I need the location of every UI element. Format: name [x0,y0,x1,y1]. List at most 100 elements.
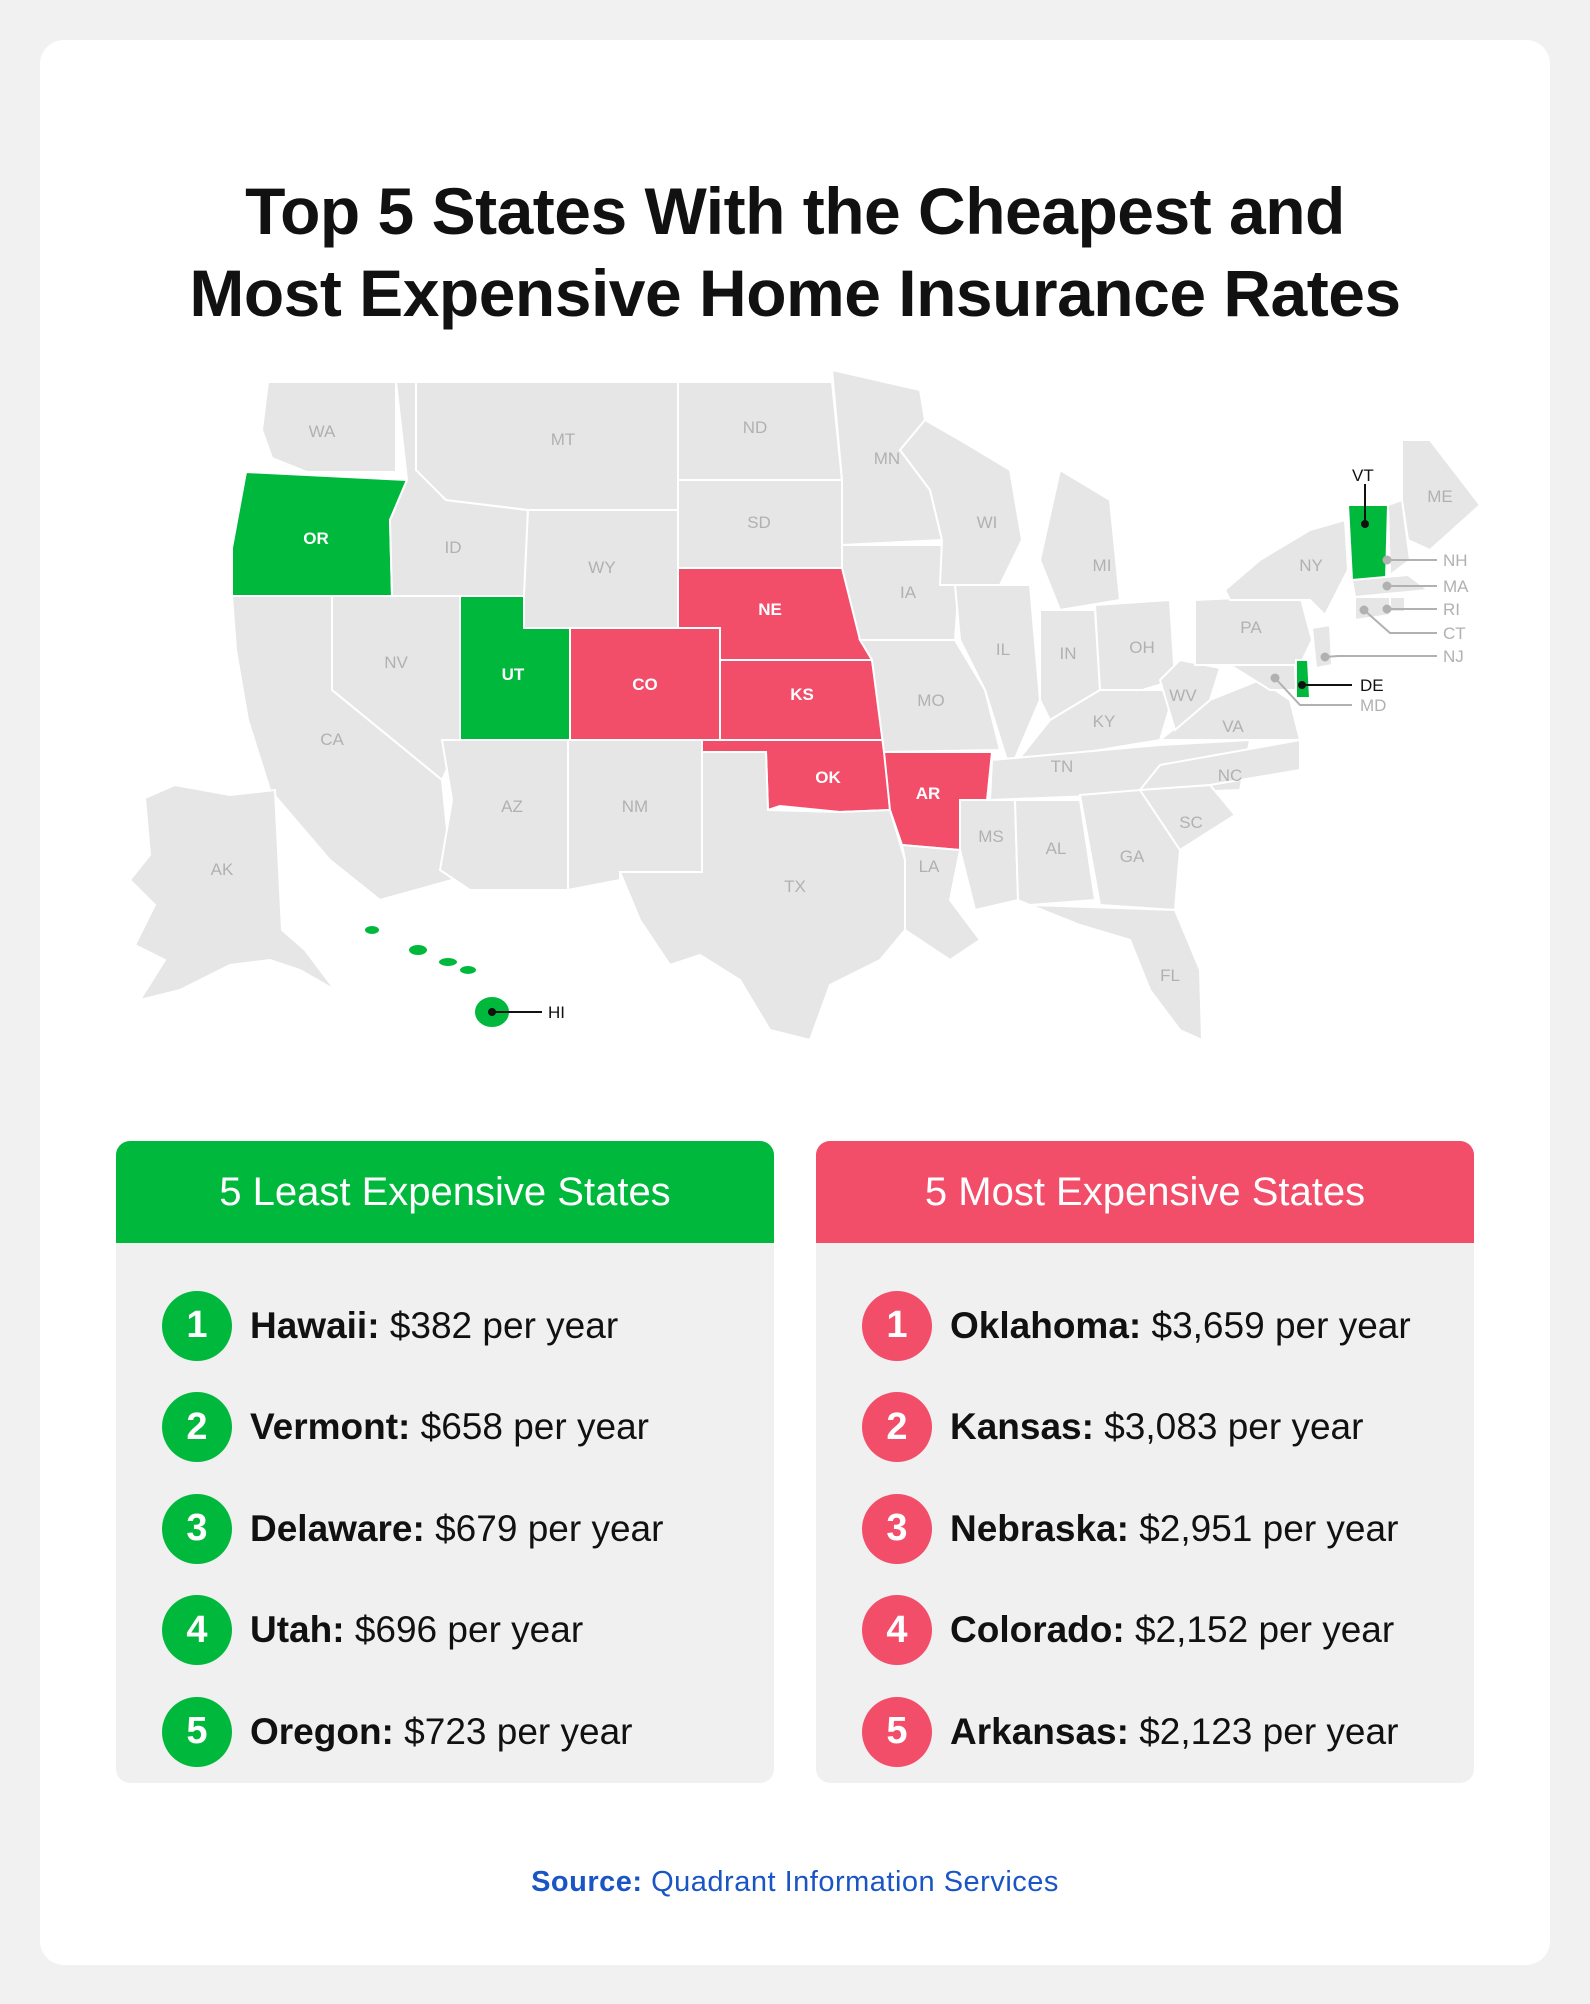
state-MD [1226,664,1298,691]
least-expensive-list: 1 Hawaii: $382 per year 2 Vermont: $658 … [116,1243,774,1783]
source-text: Quadrant Information Services [651,1866,1059,1898]
state-name: Nebraska: [950,1507,1129,1549]
label-DE: DE [1360,676,1384,695]
label-KY: KY [1093,712,1116,731]
state-name: Oklahoma: [950,1304,1142,1346]
list-item: 5 Oregon: $723 per year [116,1681,774,1783]
list-item: 3 Delaware: $679 per year [116,1478,774,1580]
label-NJ: NJ [1443,647,1464,666]
label-AR: AR [916,784,941,803]
label-KS: KS [790,685,814,704]
label-NC: NC [1218,766,1243,785]
state-name: Kansas: [950,1406,1094,1448]
rate-unit: per year [1258,1609,1395,1651]
label-PA: PA [1240,618,1262,637]
rank-badge: 3 [162,1493,232,1564]
list-item: 1 Hawaii: $382 per year [116,1275,774,1377]
rate-amount: $2,123 [1139,1710,1253,1752]
label-HI: HI [548,1003,565,1022]
rate-amount: $679 [435,1507,518,1549]
list-item: 1 Oklahoma: $3,659 per year [816,1275,1474,1377]
label-NE: NE [758,600,782,619]
title-line-2: Most Expensive Home Insurance Rates [189,256,1401,330]
label-CO: CO [632,675,658,694]
rate-amount: $696 [354,1609,438,1651]
state-NY [1223,518,1350,617]
rate-unit: per year [482,1304,619,1346]
rate-unit: per year [447,1609,584,1651]
label-AZ: AZ [501,797,523,816]
state-name: Vermont: [250,1406,411,1448]
label-WA: WA [309,422,336,441]
label-OR: OR [303,529,329,548]
state-name: Delaware: [250,1507,425,1549]
rank-badge: 4 [862,1595,932,1666]
title-line-1: Top 5 States With the Cheapest and [245,174,1345,248]
state-name: Colorado: [950,1609,1125,1651]
label-MD: MD [1360,696,1386,715]
rate-unit: per year [1262,1507,1399,1549]
label-RI: RI [1443,600,1460,619]
rate-amount: $3,659 [1151,1304,1265,1346]
label-AL: AL [1046,839,1067,858]
label-VA: VA [1222,717,1244,736]
state-MO [858,639,1002,754]
label-IN: IN [1060,644,1077,663]
label-VT: VT [1352,466,1374,485]
rate-amount: $723 [404,1710,487,1752]
label-ND: ND [743,418,768,437]
label-WY: WY [588,558,615,577]
state-DE [1295,659,1312,699]
rate-unit: per year [1227,1406,1364,1448]
rate-amount: $3,083 [1104,1406,1218,1448]
page-title: Top 5 States With the Cheapest and Most … [40,170,1550,334]
state-FL [1029,904,1204,1042]
state-LA [900,843,982,962]
rate-amount: $2,152 [1134,1609,1249,1651]
label-IL: IL [996,640,1010,659]
label-ID: ID [445,538,462,557]
state-NJ [1310,623,1334,670]
label-OH: OH [1129,638,1155,657]
list-item: 2 Kansas: $3,083 per year [816,1377,1474,1479]
list-item: 2 Vermont: $658 per year [116,1377,774,1479]
label-ME: ME [1427,487,1453,506]
rank-badge: 3 [862,1493,932,1564]
state-MS [959,799,1020,912]
rank-badge: 2 [162,1392,232,1463]
state-AK [128,783,336,1002]
rate-amount: $658 [420,1406,503,1448]
state-MT [415,381,679,511]
label-UT: UT [502,665,525,684]
list-item: 4 Utah: $696 per year [116,1580,774,1682]
most-expensive-panel: 5 Most Expensive States 1 Oklahoma: $3,6… [816,1141,1474,1783]
label-OK: OK [815,768,841,787]
label-TN: TN [1051,757,1074,776]
source-line: Source: Quadrant Information Services [0,1866,1590,1899]
rate-amount: $2,951 [1139,1507,1253,1549]
rank-badge: 5 [862,1696,932,1767]
list-item: 3 Nebraska: $2,951 per year [816,1478,1474,1580]
rate-unit: per year [1274,1304,1411,1346]
label-MS: MS [978,827,1004,846]
label-NM: NM [622,797,648,816]
state-NC [1137,738,1301,792]
label-TX: TX [784,877,806,896]
most-expensive-heading: 5 Most Expensive States [816,1141,1474,1243]
label-WV: WV [1169,686,1197,705]
label-NY: NY [1299,556,1323,575]
label-AK: AK [211,860,234,879]
rate-unit: per year [513,1406,649,1448]
rank-badge: 5 [162,1696,232,1767]
state-CA [230,595,454,902]
state-TX [618,751,906,1042]
state-MI [1038,468,1122,612]
state-VT [1346,504,1390,581]
list-item: 5 Arkansas: $2,123 per year [816,1681,1474,1783]
state-name: Utah: [250,1609,345,1651]
rate-unit: per year [496,1710,633,1752]
us-map: WA OR ID MT WY NV UT CA AZ NM CO ND SD N… [120,365,1490,1055]
label-MI: MI [1093,556,1112,575]
rank-badge: 4 [162,1595,232,1666]
label-WI: WI [977,513,998,532]
